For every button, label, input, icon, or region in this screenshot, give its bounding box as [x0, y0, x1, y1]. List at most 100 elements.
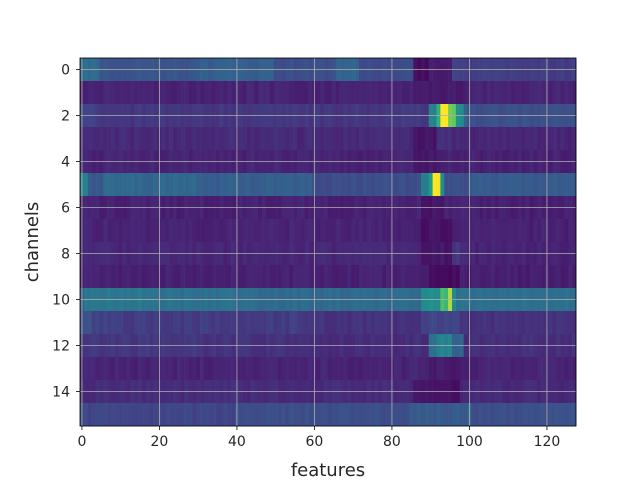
heatmap-cell — [409, 311, 414, 335]
heatmap-cell — [153, 357, 158, 381]
heatmap-cell — [266, 219, 271, 243]
heatmap-cell — [452, 265, 457, 289]
heatmap-cell — [246, 357, 251, 381]
heatmap-cell — [359, 357, 364, 381]
heatmap-cell — [428, 127, 433, 151]
heatmap-cell — [297, 81, 302, 105]
heatmap-cell — [455, 127, 461, 151]
heatmap-cell — [176, 173, 182, 197]
heatmap-cell — [277, 219, 282, 243]
heatmap-cell — [285, 265, 290, 289]
heatmap-cell — [421, 403, 426, 427]
heatmap-cell — [521, 127, 526, 151]
heatmap-cell — [479, 127, 484, 151]
heatmap-cell — [269, 311, 275, 335]
heatmap-cell — [417, 173, 422, 197]
heatmap-cell — [258, 357, 263, 381]
heatmap-cell — [490, 173, 495, 197]
heatmap-cell — [393, 127, 399, 151]
heatmap-cell — [134, 311, 139, 335]
heatmap-cell — [130, 173, 135, 197]
heatmap-cell — [448, 127, 453, 151]
heatmap-cell — [486, 219, 492, 243]
heatmap-cell — [273, 311, 278, 335]
heatmap-cell — [494, 403, 499, 427]
heatmap-cell — [537, 311, 542, 335]
heatmap-cell — [556, 127, 561, 151]
heatmap-cell — [463, 265, 468, 289]
heatmap-cell — [397, 173, 402, 197]
heatmap-cell — [548, 173, 554, 197]
heatmap-cell — [138, 311, 143, 335]
heatmap-cell — [107, 127, 112, 151]
heatmap-cell — [215, 403, 220, 427]
heatmap-cell — [304, 81, 309, 105]
heatmap-cell — [409, 403, 414, 427]
heatmap-cell — [153, 403, 158, 427]
heatmap-cell — [324, 265, 329, 289]
heatmap-cell — [95, 219, 100, 243]
heatmap-cell — [200, 311, 205, 335]
heatmap-cell — [459, 357, 464, 381]
heatmap-cell — [378, 265, 383, 289]
heatmap-cell — [111, 81, 116, 105]
heatmap-cell — [300, 311, 306, 335]
heatmap-cell — [409, 173, 414, 197]
heatmap-cell — [300, 81, 306, 105]
heatmap-cell — [506, 81, 511, 105]
heatmap-cell — [277, 81, 282, 105]
heatmap-cell — [304, 311, 309, 335]
heatmap-cell — [188, 311, 193, 335]
heatmap-cell — [169, 127, 174, 151]
heatmap-cell — [355, 357, 360, 381]
heatmap-cell — [533, 173, 538, 197]
heatmap-cell — [145, 127, 151, 151]
heatmap-cell — [432, 357, 437, 381]
heatmap-cell — [91, 127, 96, 151]
heatmap-cell — [355, 265, 360, 289]
heatmap-cell — [184, 265, 189, 289]
heatmap-cell — [111, 127, 116, 151]
heatmap-cell — [192, 403, 197, 427]
heatmap-cell — [200, 357, 205, 381]
heatmap-cell — [173, 357, 178, 381]
heatmap-cell — [343, 173, 348, 197]
heatmap-cell — [502, 265, 507, 289]
heatmap-cell — [355, 81, 360, 105]
heatmap-cell — [118, 357, 123, 381]
heatmap-cell — [316, 357, 321, 381]
heatmap-cell — [328, 81, 333, 105]
heatmap-cell — [459, 265, 464, 289]
heatmap-cell — [192, 81, 197, 105]
heatmap-cell — [444, 127, 449, 151]
heatmap-cell — [83, 403, 89, 427]
heatmap-cell — [231, 311, 236, 335]
heatmap-cell — [537, 173, 542, 197]
heatmap-cell — [529, 357, 534, 381]
heatmap-cell — [130, 265, 135, 289]
heatmap-cell — [111, 403, 116, 427]
heatmap-cell — [475, 173, 480, 197]
heatmap-cell — [196, 127, 201, 151]
heatmap-cell — [215, 311, 220, 335]
heatmap-cell — [297, 219, 302, 243]
heatmap-cell — [297, 403, 302, 427]
heatmap-cell — [254, 81, 259, 105]
heatmap-cell — [552, 265, 557, 289]
heatmap-cell — [145, 81, 151, 105]
heatmap-cell — [448, 265, 453, 289]
heatmap-cell — [219, 81, 224, 105]
heatmap-cell — [328, 357, 333, 381]
heatmap-cell — [343, 265, 348, 289]
heatmap-cell — [130, 311, 135, 335]
heatmap-cell — [440, 403, 445, 427]
heatmap-cell — [269, 357, 275, 381]
heatmap-cell — [343, 311, 348, 335]
heatmap-cell — [114, 357, 120, 381]
heatmap-cell — [300, 173, 306, 197]
heatmap-cell — [145, 265, 151, 289]
heatmap-cell — [293, 219, 298, 243]
heatmap-cell — [378, 81, 383, 105]
heatmap-cell — [421, 357, 426, 381]
heatmap-cell — [126, 311, 131, 335]
